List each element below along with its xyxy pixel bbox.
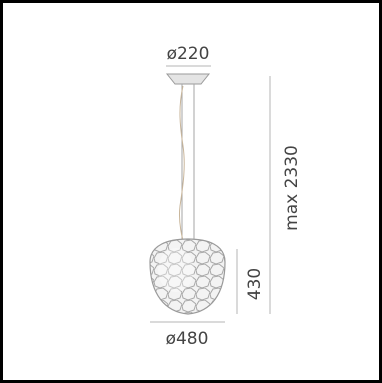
canopy-diameter-label: ø220 <box>167 44 210 64</box>
max-height-label: max 2330 <box>282 145 302 231</box>
shade-diameter-label: ø480 <box>166 329 209 349</box>
power-cable <box>179 85 187 253</box>
ceiling-canopy <box>165 73 211 85</box>
shade-height-label: 430 <box>245 268 265 300</box>
pendant-shade <box>149 238 226 315</box>
